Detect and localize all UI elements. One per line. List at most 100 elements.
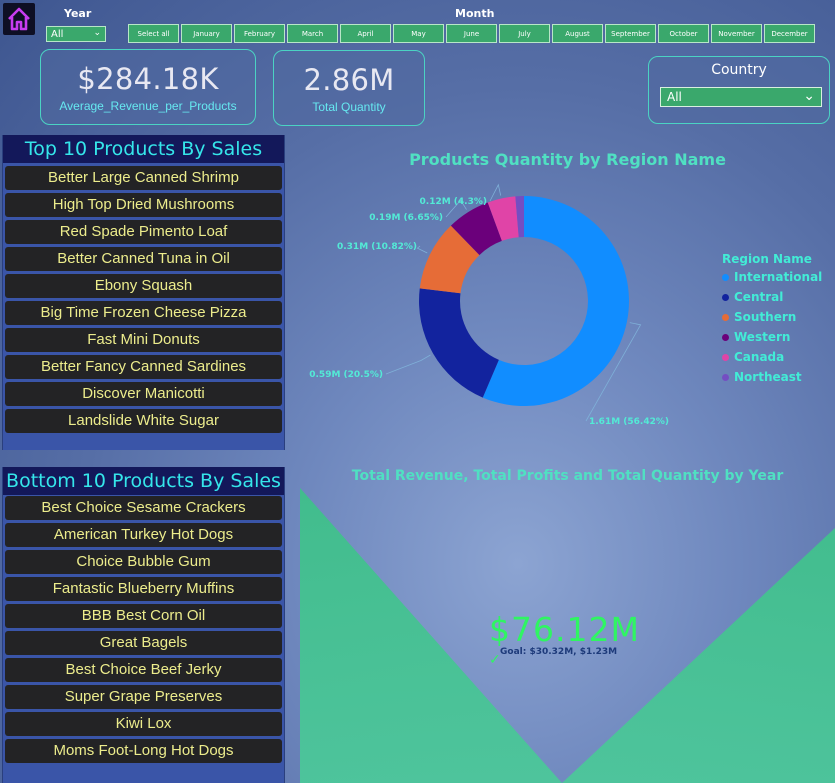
donut-slice[interactable] (450, 202, 502, 256)
avg-revenue-label: Average_Revenue_per_Products (59, 99, 237, 113)
country-value: All (667, 90, 682, 104)
chevron-down-icon: ⌄ (93, 28, 101, 38)
product-item[interactable]: Better Fancy Canned Sardines (5, 355, 282, 379)
product-item[interactable]: Super Grape Preserves (5, 685, 282, 709)
product-item[interactable]: Choice Bubble Gum (5, 550, 282, 574)
leader-line (385, 354, 431, 375)
top-products-list: Better Large Canned Shrimp High Top Dried… (3, 166, 284, 433)
year-label: Year (64, 7, 92, 20)
top-products-title: Top 10 Products By Sales (3, 135, 284, 163)
kpi-trend-shape (300, 488, 835, 783)
legend-item[interactable]: Central (722, 287, 822, 307)
month-button[interactable]: October (658, 24, 709, 43)
product-item[interactable]: Big Time Frozen Cheese Pizza (5, 301, 282, 325)
kpi-chart-title: Total Revenue, Total Profits and Total Q… (351, 468, 784, 484)
home-button[interactable] (3, 3, 35, 35)
donut-chart: 1.61M (56.42%) 0.59M (20.5%) 0.31M (10.82%… (309, 183, 669, 427)
legend-marker (722, 353, 729, 361)
legend-item[interactable]: Southern (722, 307, 822, 327)
donut-slice[interactable] (482, 196, 629, 406)
legend-marker (722, 333, 729, 341)
chevron-down-icon: ⌄ (803, 88, 815, 104)
product-item[interactable]: Fast Mini Donuts (5, 328, 282, 352)
data-label: 0.31M (10.82%) (337, 242, 417, 252)
data-label: 0.19M (6.65%) (369, 213, 443, 223)
check-icon: ✓ (489, 652, 501, 668)
leader-line (416, 245, 428, 254)
month-button[interactable]: February (234, 24, 285, 43)
product-item[interactable]: BBB Best Corn Oil (5, 604, 282, 628)
legend-title: Region Name (722, 251, 812, 266)
total-quantity-card: 2.86M Total Quantity (273, 50, 425, 126)
month-button[interactable]: Select all (128, 24, 179, 43)
month-button[interactable]: July (499, 24, 550, 43)
month-label: Month (455, 7, 495, 20)
legend-label: International (734, 270, 823, 284)
legend-label: Western (734, 330, 791, 344)
month-button[interactable]: August (552, 24, 603, 43)
legend-marker (722, 313, 729, 321)
donut-slice[interactable] (487, 196, 519, 241)
legend-item[interactable]: Western (722, 327, 822, 347)
product-item[interactable]: Great Bagels (5, 631, 282, 655)
kpi-trend-area (300, 488, 835, 783)
legend-item[interactable]: International (722, 267, 822, 287)
month-button[interactable]: January (181, 24, 232, 43)
product-item[interactable]: Fantastic Blueberry Muffins (5, 577, 282, 601)
product-item[interactable]: Better Large Canned Shrimp (5, 166, 282, 190)
data-label: 1.61M (56.42%) (589, 417, 669, 427)
month-button[interactable]: November (711, 24, 762, 43)
bottom-products-title: Bottom 10 Products By Sales (3, 467, 284, 495)
product-item[interactable]: Better Canned Tuna in Oil (5, 247, 282, 271)
data-label: 0.12M (4.3%) (420, 197, 487, 207)
country-slicer: Country All ⌄ (648, 56, 830, 124)
donut-slice[interactable] (419, 225, 480, 294)
product-item[interactable]: Best Choice Beef Jerky (5, 658, 282, 682)
legend-item[interactable]: Northeast (722, 367, 822, 387)
kpi-value-block: $76.12M ✓ (489, 610, 639, 668)
bottom-products-list: Best Choice Sesame Crackers American Turk… (3, 496, 284, 763)
home-icon (8, 7, 30, 31)
donut-slice[interactable] (515, 196, 524, 238)
month-slicer: Select all January February March April May Ju… (128, 24, 815, 43)
avg-revenue-card: $284.18K Average_Revenue_per_Products (40, 49, 256, 125)
legend-label: Canada (734, 350, 785, 364)
leader-line (445, 199, 467, 218)
product-item[interactable]: American Turkey Hot Dogs (5, 523, 282, 547)
month-button[interactable]: September (605, 24, 656, 43)
legend-marker (722, 293, 729, 301)
month-button[interactable]: May (393, 24, 444, 43)
leader-line (585, 322, 642, 422)
product-item[interactable]: Moms Foot-Long Hot Dogs (5, 739, 282, 763)
legend-marker (722, 373, 729, 381)
product-item[interactable]: Best Choice Sesame Crackers (5, 496, 282, 520)
bottom-products-panel: Bottom 10 Products By Sales Best Choice … (2, 467, 285, 783)
country-dropdown[interactable]: All ⌄ (660, 87, 822, 107)
avg-revenue-value: $284.18K (77, 62, 219, 96)
month-button[interactable]: April (340, 24, 391, 43)
product-item[interactable]: Red Spade Pimento Loaf (5, 220, 282, 244)
product-item[interactable]: Ebony Squash (5, 274, 282, 298)
month-button[interactable]: December (764, 24, 815, 43)
country-title: Country (711, 62, 767, 78)
leader-line (489, 183, 502, 202)
legend-marker (722, 273, 729, 281)
month-button[interactable]: March (287, 24, 338, 43)
product-item[interactable]: Discover Manicotti (5, 382, 282, 406)
kpi-goal: Goal: $30.32M, $1.23M (500, 647, 618, 657)
donut-chart-title: Products Quantity by Region Name (409, 150, 726, 169)
year-dropdown[interactable]: All ⌄ (46, 26, 106, 42)
product-item[interactable]: Kiwi Lox (5, 712, 282, 736)
total-quantity-label: Total Quantity (312, 100, 386, 114)
donut-legend: Region Name International Central Southern… (722, 250, 822, 387)
data-label: 0.59M (20.5%) (309, 370, 383, 380)
legend-item[interactable]: Canada (722, 347, 822, 367)
product-item[interactable]: High Top Dried Mushrooms (5, 193, 282, 217)
legend-label: Southern (734, 310, 797, 324)
month-button[interactable]: June (446, 24, 497, 43)
year-value: All (51, 29, 64, 40)
product-item[interactable]: Landslide White Sugar (5, 409, 282, 433)
kpi-value: $76.12M (489, 610, 640, 649)
top-products-panel: Top 10 Products By Sales Better Large Ca… (2, 135, 285, 450)
donut-slice[interactable] (419, 288, 499, 398)
